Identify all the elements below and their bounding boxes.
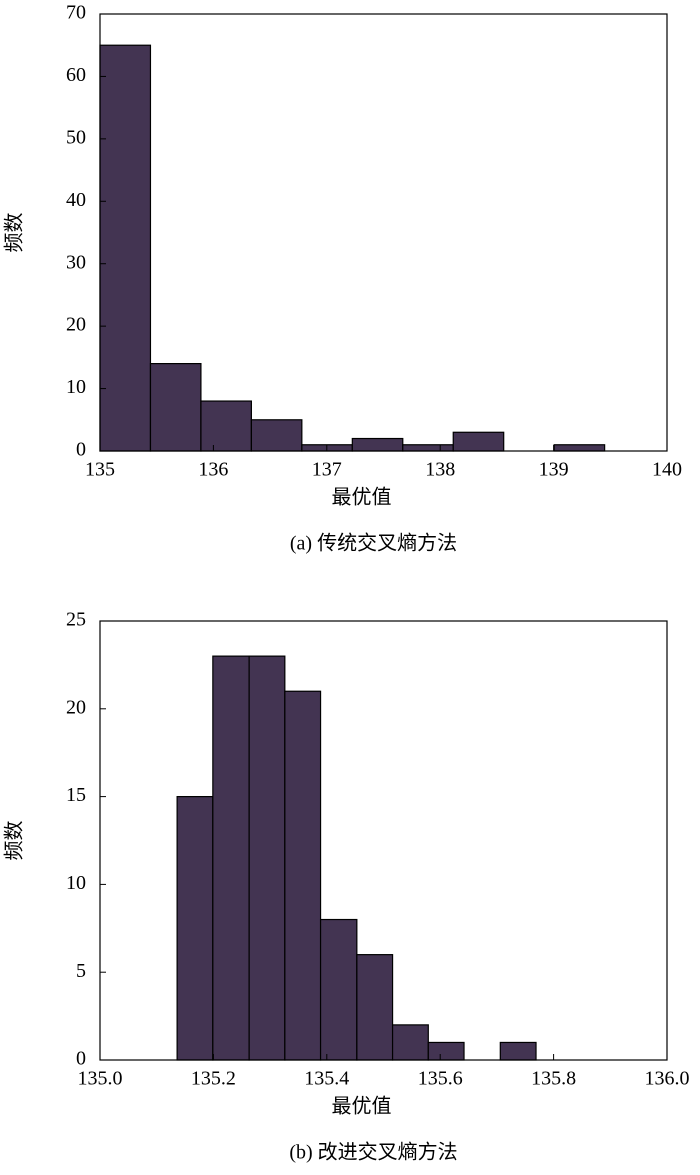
y-tick-label: 20 — [66, 696, 86, 718]
y-tick-label: 10 — [66, 376, 86, 398]
bar — [250, 419, 303, 452]
bar — [391, 1024, 429, 1061]
y-tick-label: 40 — [66, 189, 86, 211]
x-tick-label: 137 — [312, 459, 342, 481]
y-tick-label: 25 — [66, 609, 86, 631]
y-axis-label: 频数 — [3, 821, 26, 861]
x-tick-label: 135.6 — [418, 1068, 463, 1090]
bar — [212, 655, 250, 1061]
bar — [176, 795, 214, 1061]
x-tick-label: 135.8 — [531, 1068, 576, 1090]
x-tick-label: 139 — [539, 459, 569, 481]
bar — [553, 444, 606, 452]
x-tick-label: 140 — [652, 459, 682, 481]
y-tick-label: 10 — [66, 872, 86, 894]
x-axis-label: 最优值 — [332, 486, 392, 509]
bar — [499, 1041, 537, 1061]
bar — [452, 431, 505, 452]
plot-frame — [99, 13, 668, 452]
y-tick-label: 20 — [66, 314, 86, 336]
x-tick-label: 135.2 — [191, 1068, 236, 1090]
x-tick-label: 135 — [85, 459, 115, 481]
y-tick-label: 60 — [66, 64, 86, 86]
plot-frame — [99, 620, 668, 1061]
bar — [200, 400, 252, 452]
bar — [248, 655, 286, 1061]
bar — [149, 363, 202, 452]
y-tick-label: 0 — [76, 439, 86, 461]
x-axis-label: 最优值 — [332, 1095, 392, 1118]
x-tick-label: 135.4 — [304, 1068, 349, 1090]
bar — [284, 690, 322, 1061]
chart-caption: (a) 传统交叉熵方法 — [290, 532, 457, 555]
y-tick-label: 50 — [66, 126, 86, 148]
bar — [402, 444, 454, 452]
y-tick-label: 0 — [76, 1048, 86, 1070]
bar — [356, 954, 394, 1061]
bar — [99, 44, 152, 452]
x-tick-label: 136 — [198, 459, 228, 481]
y-tick-label: 15 — [66, 784, 86, 806]
x-tick-label: 138 — [425, 459, 455, 481]
bar — [427, 1041, 465, 1061]
bar — [319, 918, 358, 1061]
y-tick-label: 5 — [76, 960, 86, 982]
y-tick-label: 70 — [66, 2, 86, 24]
y-axis-label: 频数 — [3, 213, 26, 253]
chart-caption: (b) 改进交叉熵方法 — [289, 1141, 457, 1164]
x-tick-label: 135.0 — [78, 1068, 123, 1090]
bar — [351, 437, 404, 452]
x-tick-label: 136.0 — [645, 1068, 690, 1090]
y-tick-label: 30 — [66, 251, 86, 273]
